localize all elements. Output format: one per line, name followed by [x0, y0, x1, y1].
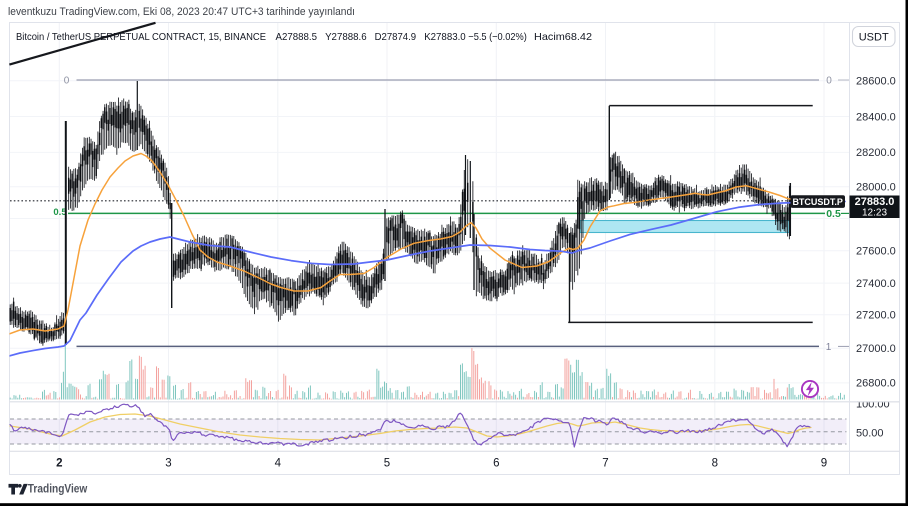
- svg-text:27200.0: 27200.0: [856, 310, 896, 322]
- svg-text:50.00: 50.00: [856, 427, 884, 439]
- svg-text:3: 3: [165, 458, 171, 470]
- svg-text:27000.0: 27000.0: [856, 343, 896, 355]
- svg-text:0.5: 0.5: [826, 208, 841, 220]
- svg-text:D27874.9: D27874.9: [375, 32, 417, 43]
- svg-text:1: 1: [826, 342, 832, 353]
- svg-text:0: 0: [64, 76, 70, 87]
- svg-text:8: 8: [712, 458, 718, 470]
- svg-text:−5.5 (−0.02%): −5.5 (−0.02%): [468, 32, 527, 43]
- svg-text:0: 0: [826, 76, 832, 87]
- svg-text:Y27888.6: Y27888.6: [325, 32, 367, 43]
- svg-text:Bitcoin / TetherUS PERPETUAL C: Bitcoin / TetherUS PERPETUAL CONTRACT, 1…: [16, 32, 266, 43]
- svg-text:Hacim68.42: Hacim68.42: [534, 32, 592, 43]
- svg-text:6: 6: [493, 458, 499, 470]
- svg-text:A27888.5: A27888.5: [276, 32, 318, 43]
- svg-text:5: 5: [384, 458, 390, 470]
- svg-text:7: 7: [602, 458, 608, 470]
- svg-text:K27883.0: K27883.0: [424, 32, 466, 43]
- svg-text:BTCUSDT.P: BTCUSDT.P: [792, 197, 843, 207]
- svg-text:27400.0: 27400.0: [856, 278, 896, 290]
- svg-text:28600.0: 28600.0: [856, 76, 896, 88]
- svg-text:4: 4: [275, 458, 282, 470]
- svg-text:27883.0: 27883.0: [855, 196, 895, 208]
- svg-text:28400.0: 28400.0: [856, 111, 896, 123]
- svg-text:0.5: 0.5: [53, 207, 67, 218]
- svg-text:27600.0: 27600.0: [856, 246, 896, 258]
- svg-text:USDT: USDT: [859, 32, 889, 44]
- svg-text:28200.0: 28200.0: [856, 147, 896, 159]
- svg-text:26800.0: 26800.0: [856, 378, 896, 390]
- svg-text:2: 2: [56, 458, 62, 470]
- svg-text:9: 9: [821, 458, 827, 470]
- svg-text:TradingView: TradingView: [28, 482, 88, 496]
- svg-text:12:23: 12:23: [862, 208, 887, 219]
- svg-text:28000.0: 28000.0: [856, 182, 896, 194]
- svg-text:leventkuzu TradingView.com, Ek: leventkuzu TradingView.com, Eki 08, 2023…: [8, 6, 355, 18]
